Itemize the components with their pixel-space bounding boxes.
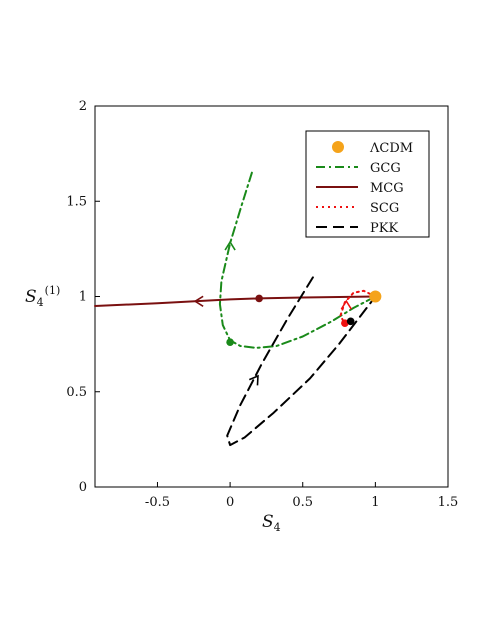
direction-arrow-scg	[340, 299, 352, 310]
legend-items: ΛCDM GCG MCG SCG PKK	[316, 141, 413, 236]
series-line-pkk	[226, 276, 377, 447]
axis-ticks: -0.5 0 0.5 1 1.5 0 0.5 1 1.5 2	[66, 99, 458, 510]
x-axis-label-subscript: 4	[274, 521, 281, 534]
direction-arrow-gcg	[224, 240, 236, 251]
legend-swatch-lcdm	[332, 141, 344, 153]
y-tick-label: 0.5	[66, 385, 87, 400]
y-tick-label: 2	[79, 99, 87, 114]
y-axis-label-subscript: 4	[37, 296, 44, 309]
direction-arrow-mcg	[193, 295, 204, 307]
series-marker-mcg	[255, 294, 263, 303]
series-marker-pkk	[346, 317, 355, 326]
y-axis-label: S4(1)	[25, 284, 60, 309]
legend-label-cdm: ΛCDM	[369, 141, 413, 156]
legend-label-mcg: MCG	[370, 181, 404, 196]
legend-label-pkk: PKK	[370, 221, 398, 236]
direction-arrow-pkk	[248, 374, 259, 386]
series-marker-gcg	[226, 338, 234, 347]
x-axis-label: S4	[262, 512, 281, 534]
legend-label-scg: SCG	[370, 201, 399, 216]
series-line-gcg	[218, 171, 377, 349]
y-tick-label: 1.5	[66, 194, 87, 209]
x-tick-label: 1	[371, 495, 379, 510]
x-tick-label: 0.5	[292, 495, 313, 510]
lcdm-point	[369, 290, 382, 303]
y-axis-label-superscript: (1)	[45, 284, 61, 297]
x-axis-label-main: S	[262, 512, 274, 532]
series-marker-scg	[341, 319, 349, 327]
legend-frame	[305, 130, 430, 238]
y-tick-label: 0	[79, 480, 87, 495]
y-axis-label-main: S	[25, 287, 37, 307]
x-tick-label: 0	[226, 495, 234, 510]
x-tick-label: -0.5	[145, 495, 170, 510]
marker-layer	[226, 290, 382, 347]
series-line-mcg	[94, 295, 377, 307]
legend: ΛCDM GCG MCG SCG PKK	[305, 130, 430, 238]
x-tick-label: 1.5	[438, 495, 459, 510]
y-tick-label: 1	[79, 290, 87, 305]
legend-label-gcg: GCG	[370, 161, 401, 176]
arrow-layer	[193, 240, 352, 386]
